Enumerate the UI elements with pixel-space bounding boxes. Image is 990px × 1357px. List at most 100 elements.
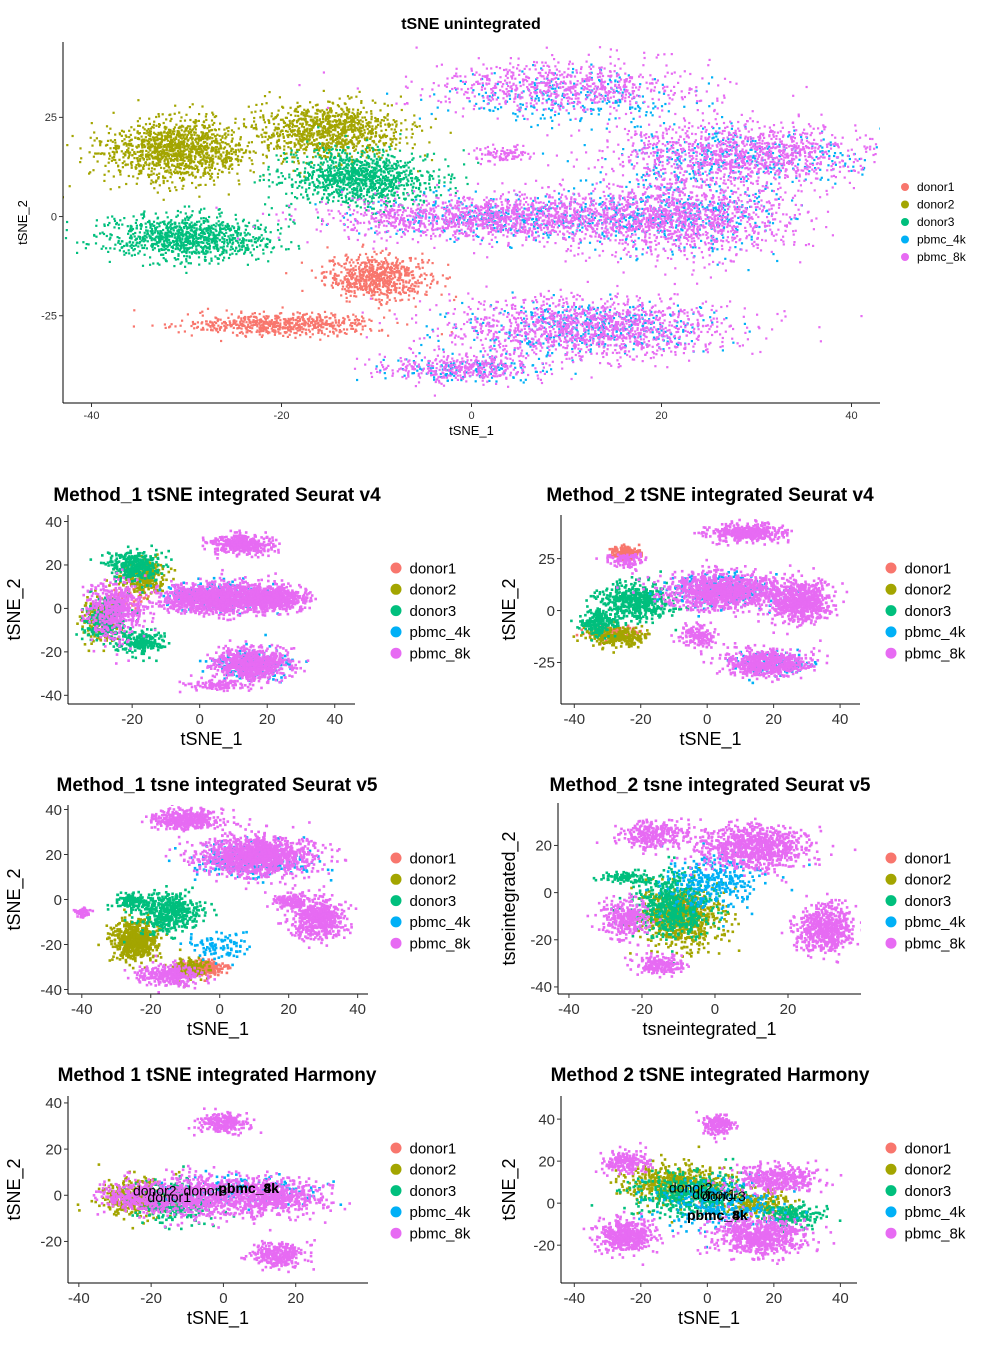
- point-donor2: [302, 126, 306, 129]
- point-donor2: [260, 133, 263, 136]
- point-donor2: [406, 142, 409, 145]
- point-donor1: [377, 267, 380, 270]
- point-donor3: [247, 221, 251, 224]
- point-donor2: [182, 142, 185, 145]
- point-donor3: [216, 248, 219, 251]
- point-donor3: [307, 178, 310, 181]
- point-donor3: [236, 250, 239, 253]
- point-donor1: [421, 258, 424, 262]
- point-donor1: [311, 317, 314, 320]
- point-donor3: [185, 232, 188, 235]
- point-donor1: [324, 276, 328, 279]
- point-donor2: [162, 121, 165, 125]
- point-donor2: [136, 137, 139, 140]
- point-donor3: [129, 234, 133, 237]
- point-donor2: [157, 131, 160, 134]
- point-donor2: [335, 144, 339, 147]
- point-donor1: [373, 291, 376, 294]
- point-donor3: [185, 235, 188, 238]
- point-donor2: [121, 166, 124, 169]
- point-donor1: [303, 313, 306, 316]
- point-donor3: [195, 235, 198, 238]
- point-donor2: [368, 146, 371, 149]
- point-donor2: [299, 171, 302, 174]
- point-donor3: [95, 219, 98, 222]
- point-donor2: [189, 162, 192, 165]
- point-donor1: [304, 328, 307, 331]
- point-donor3: [198, 228, 201, 231]
- point-donor3: [339, 166, 342, 169]
- point-donor1: [379, 251, 382, 254]
- point-donor1: [227, 316, 230, 319]
- point-donor1: [303, 321, 306, 324]
- point-donor2: [183, 159, 186, 162]
- point-donor3: [402, 170, 405, 173]
- point-donor1: [313, 324, 316, 327]
- point-donor2: [121, 140, 124, 143]
- point-donor2: [335, 145, 338, 148]
- point-donor1: [292, 319, 295, 322]
- point-donor1: [372, 265, 375, 268]
- point-donor1: [410, 284, 413, 287]
- point-donor1: [258, 333, 261, 336]
- point-donor2: [164, 176, 167, 179]
- point-donor2: [130, 142, 133, 145]
- point-donor1: [352, 273, 355, 277]
- point-donor2: [305, 111, 308, 114]
- point-donor3: [209, 238, 212, 241]
- point-donor2: [183, 153, 186, 156]
- point-donor2: [169, 168, 172, 172]
- point-donor1: [273, 320, 277, 324]
- point-donor2: [312, 125, 315, 128]
- point-donor1: [358, 266, 361, 269]
- point-donor3: [202, 219, 205, 223]
- point-donor1: [229, 322, 232, 325]
- point-donor3: [176, 240, 179, 243]
- point-donor2: [165, 148, 168, 151]
- point-donor3: [130, 229, 134, 232]
- point-donor3: [416, 180, 419, 183]
- point-donor3: [290, 241, 293, 244]
- point-donor3: [332, 196, 335, 199]
- point-donor2: [159, 144, 162, 147]
- point-donor3: [151, 233, 154, 236]
- point-donor1: [376, 287, 379, 290]
- point-donor2: [369, 137, 372, 140]
- point-donor2: [193, 148, 196, 151]
- point-donor1: [351, 321, 354, 325]
- point-donor1: [305, 333, 308, 336]
- point-donor1: [181, 319, 184, 322]
- point-donor3: [176, 209, 179, 213]
- point-donor1: [368, 273, 371, 276]
- point-donor1: [341, 288, 344, 291]
- point-donor2: [266, 146, 269, 149]
- point-donor2: [93, 131, 96, 134]
- point-donor2: [238, 183, 241, 186]
- point-donor1: [338, 263, 341, 266]
- point-donor3: [277, 223, 280, 226]
- point-donor1: [373, 270, 377, 274]
- point-donor1: [325, 322, 328, 325]
- point-donor3: [368, 201, 371, 204]
- point-donor3: [218, 234, 221, 237]
- point-donor2: [122, 152, 125, 155]
- point-donor3: [140, 239, 143, 242]
- point-donor2: [230, 156, 233, 159]
- point-donor3: [465, 176, 468, 179]
- point-donor2: [316, 109, 319, 112]
- point-donor1: [373, 293, 376, 296]
- point-donor2: [312, 156, 315, 159]
- point-donor1: [301, 322, 304, 325]
- point-donor1: [237, 315, 240, 318]
- point-donor2: [345, 138, 348, 141]
- point-donor2: [315, 138, 318, 141]
- point-donor3: [209, 233, 212, 236]
- point-donor3: [109, 236, 112, 239]
- point-donor3: [350, 181, 353, 184]
- point-donor2: [167, 128, 171, 131]
- point-donor1: [252, 319, 255, 322]
- point-donor3: [207, 235, 211, 238]
- point-donor2: [261, 103, 264, 106]
- point-donor3: [101, 231, 104, 234]
- point-donor2: [414, 124, 417, 127]
